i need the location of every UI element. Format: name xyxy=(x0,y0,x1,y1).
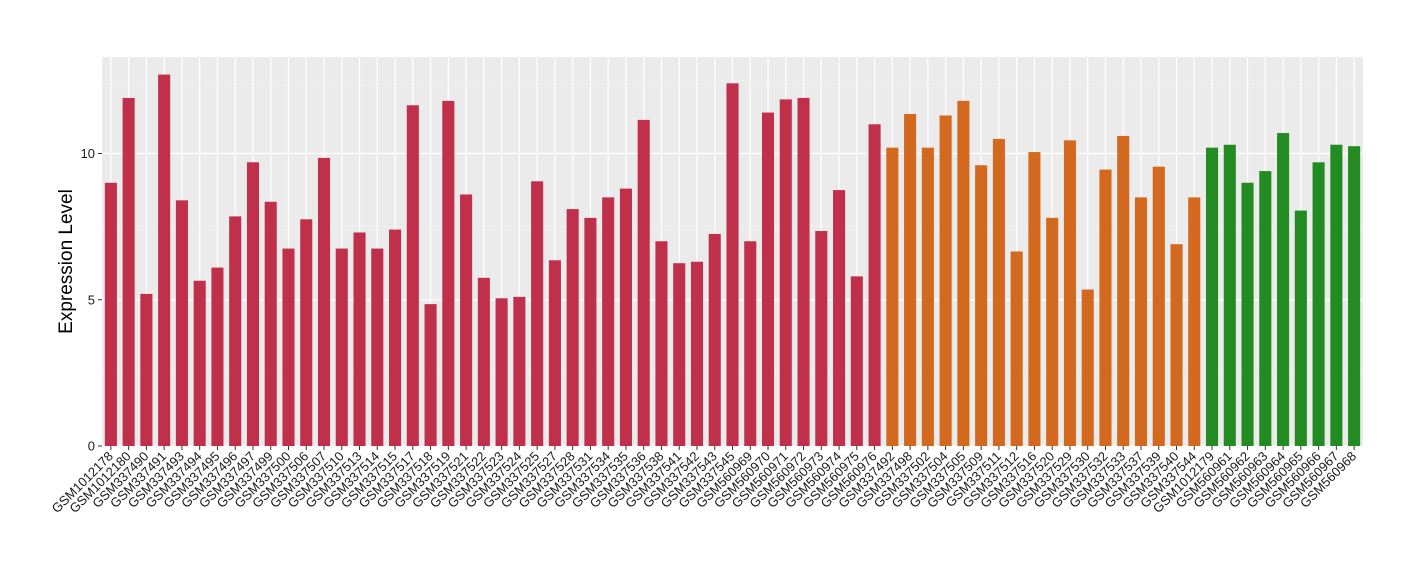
bar xyxy=(264,201,277,446)
y-tick-label: 10 xyxy=(81,146,95,161)
bar xyxy=(442,100,455,446)
bar xyxy=(424,304,437,446)
y-tick-label: 0 xyxy=(88,439,95,454)
bar xyxy=(1205,147,1219,446)
bar xyxy=(1294,210,1307,446)
bar xyxy=(957,100,970,446)
bar xyxy=(1312,162,1325,447)
bar xyxy=(690,261,704,446)
bar xyxy=(193,280,206,446)
bar xyxy=(158,74,171,446)
bar xyxy=(1028,152,1041,446)
bar xyxy=(300,219,313,446)
bar xyxy=(619,188,632,446)
bar xyxy=(477,277,490,446)
bar xyxy=(744,241,757,446)
bar xyxy=(104,182,117,447)
bar xyxy=(513,296,526,446)
bar xyxy=(815,231,828,446)
bar xyxy=(868,124,881,446)
bar xyxy=(282,248,295,446)
bar xyxy=(939,115,952,446)
bar xyxy=(175,200,188,446)
y-axis: 0 5 10 xyxy=(81,146,102,454)
bar xyxy=(1348,146,1361,446)
y-axis-title: Expression Level xyxy=(56,189,77,334)
bar xyxy=(992,138,1005,447)
bar xyxy=(921,147,934,446)
bar xyxy=(460,194,473,446)
bar xyxy=(406,105,419,446)
bar xyxy=(1010,251,1023,446)
x-axis: GSM1012178GSM1012180GSM337490GSM337491GS… xyxy=(49,446,1359,516)
bar xyxy=(389,229,402,446)
bars xyxy=(104,74,1361,447)
bar xyxy=(1081,289,1094,446)
bar xyxy=(761,112,775,447)
bar xyxy=(708,233,721,446)
bar xyxy=(246,162,260,447)
y-tick-label: 5 xyxy=(88,292,95,307)
bar xyxy=(1330,144,1343,446)
bar xyxy=(211,267,224,446)
bar xyxy=(602,197,615,446)
bar xyxy=(904,114,917,446)
bar xyxy=(1152,166,1165,446)
bar xyxy=(122,97,135,447)
bar xyxy=(637,119,650,447)
bar xyxy=(1241,182,1254,447)
bar xyxy=(495,298,508,446)
bar xyxy=(353,232,366,446)
bar xyxy=(1223,144,1236,446)
bar xyxy=(1063,140,1076,446)
bar xyxy=(531,181,544,446)
bar xyxy=(1188,197,1201,446)
bar xyxy=(229,216,242,446)
bar xyxy=(317,157,331,447)
bar xyxy=(975,165,988,446)
bar xyxy=(371,248,384,446)
bar xyxy=(797,97,810,447)
bar xyxy=(655,241,668,446)
bar xyxy=(584,217,597,446)
bar xyxy=(673,263,686,446)
bar xyxy=(1046,217,1059,446)
bar xyxy=(726,83,739,447)
bar xyxy=(1117,135,1130,447)
bar xyxy=(548,260,561,446)
bar xyxy=(566,209,579,446)
bar xyxy=(833,190,846,446)
bar xyxy=(850,276,863,446)
bar xyxy=(1134,197,1148,446)
bar xyxy=(1277,133,1290,447)
bar xyxy=(1099,169,1112,446)
bar xyxy=(779,99,792,446)
bar xyxy=(1170,244,1183,446)
bar xyxy=(335,248,348,446)
bar xyxy=(886,147,899,446)
bar xyxy=(140,293,153,446)
bar xyxy=(1259,171,1272,446)
